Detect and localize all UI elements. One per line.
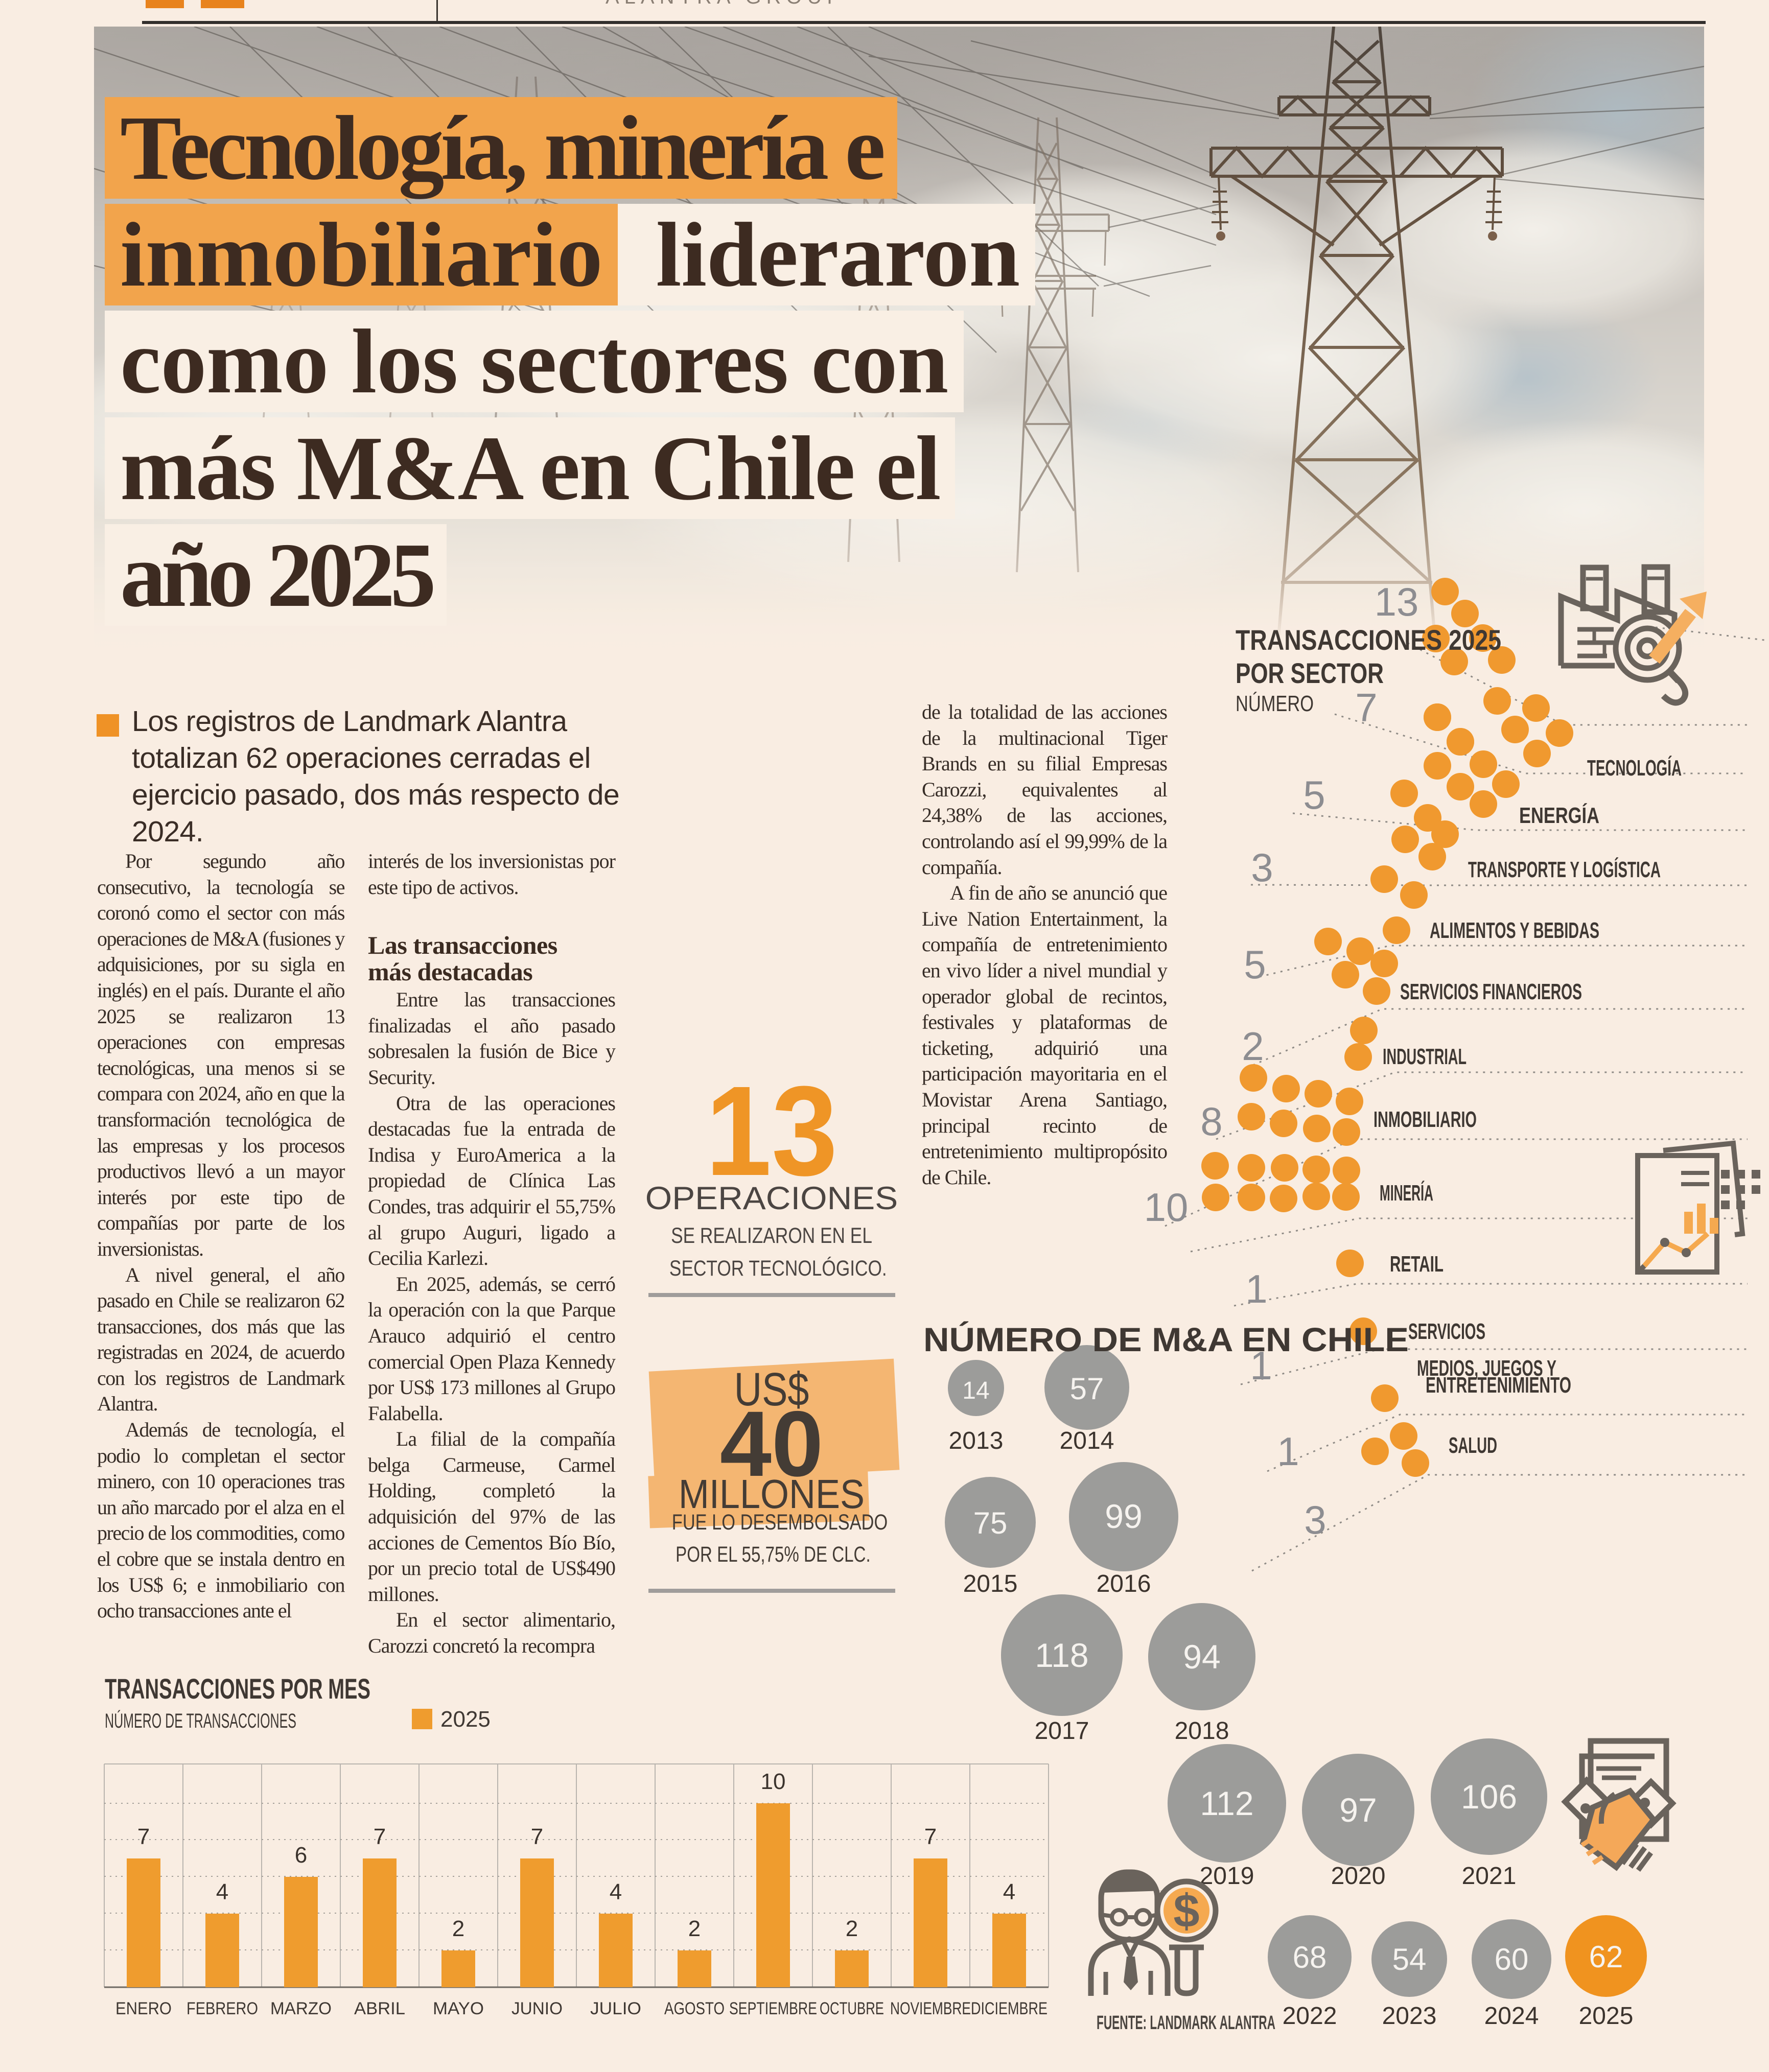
svg-text:4: 4 [1003,1879,1015,1904]
svg-text:2023: 2023 [1382,2003,1437,2030]
svg-text:TRANSACCIONES POR MES: TRANSACCIONES POR MES [105,1673,370,1705]
svg-text:SERVICIOS: SERVICIOS [1408,1319,1485,1344]
svg-text:MINERÍA: MINERÍA [1380,1180,1433,1206]
svg-text:MAYO: MAYO [433,1999,484,2018]
svg-text:FEBRERO: FEBRERO [187,1999,258,2018]
svg-text:14: 14 [962,1377,989,1404]
svg-text:2: 2 [452,1916,464,1941]
svg-text:1: 1 [1245,1266,1267,1311]
svg-text:13: 13 [1375,579,1419,624]
svg-text:7: 7 [924,1824,937,1849]
svg-text:118: 118 [1035,1636,1088,1674]
svg-text:ENERGÍA: ENERGÍA [1519,803,1599,828]
svg-text:2024: 2024 [1484,2003,1539,2030]
svg-text:106: 106 [1461,1778,1517,1816]
svg-text:97: 97 [1339,1791,1377,1829]
svg-text:INMOBILIARIO: INMOBILIARIO [1374,1107,1477,1132]
svg-text:NOVIEMBRE: NOVIEMBRE [890,1999,971,2018]
svg-text:DICIEMBRE: DICIEMBRE [971,1999,1048,2018]
svg-text:2015: 2015 [963,1570,1018,1597]
svg-text:MEDIOS, JUEGOS Y: MEDIOS, JUEGOS Y [1417,1356,1556,1381]
svg-text:POR SECTOR: POR SECTOR [1236,657,1384,689]
svg-text:57: 57 [1070,1372,1104,1406]
svg-text:7: 7 [374,1824,386,1849]
svg-text:JULIO: JULIO [590,1999,641,2018]
svg-text:8: 8 [1200,1099,1222,1144]
svg-text:68: 68 [1293,1940,1327,1974]
svg-text:5: 5 [1303,772,1325,817]
svg-text:6: 6 [295,1843,307,1868]
svg-text:TECNOLOGÍA: TECNOLOGÍA [1587,755,1682,781]
svg-text:2013: 2013 [949,1427,1004,1454]
svg-text:5: 5 [1244,942,1266,987]
svg-text:7: 7 [1355,685,1377,730]
svg-text:1: 1 [1277,1429,1299,1474]
svg-text:54: 54 [1392,1942,1427,1976]
svg-text:2016: 2016 [1097,1570,1151,1597]
svg-text:OCTUBRE: OCTUBRE [820,1999,884,2018]
svg-text:10: 10 [761,1769,786,1794]
svg-text:2: 2 [1242,1024,1264,1069]
svg-text:75: 75 [973,1506,1008,1540]
svg-text:2: 2 [688,1916,701,1941]
svg-text:NÚMERO DE TRANSACCIONES: NÚMERO DE TRANSACCIONES [105,1709,296,1732]
svg-text:2014: 2014 [1060,1427,1114,1454]
svg-text:10: 10 [1144,1185,1189,1230]
svg-text:2020: 2020 [1331,1863,1386,1890]
svg-text:TRANSACCIONES 2025: TRANSACCIONES 2025 [1236,624,1501,656]
svg-text:ABRIL: ABRIL [354,1999,405,2018]
svg-text:ALIMENTOS Y BEBIDAS: ALIMENTOS Y BEBIDAS [1430,918,1599,943]
svg-text:2: 2 [846,1916,858,1941]
svg-text:TRANSPORTE Y LOGÍSTICA: TRANSPORTE Y LOGÍSTICA [1468,857,1661,882]
svg-text:7: 7 [137,1824,150,1849]
svg-text:SEPTIEMBRE: SEPTIEMBRE [729,1999,817,2018]
svg-text:4: 4 [610,1879,622,1904]
svg-text:2022: 2022 [1283,2003,1337,2030]
svg-text:ENTRETENIMIENTO: ENTRETENIMIENTO [1426,1373,1571,1398]
svg-text:RETAIL: RETAIL [1390,1252,1444,1277]
svg-text:99: 99 [1105,1497,1142,1535]
svg-text:112: 112 [1200,1784,1253,1822]
svg-text:7: 7 [531,1824,543,1849]
svg-text:SERVICIOS FINANCIEROS: SERVICIOS FINANCIEROS [1400,979,1582,1004]
svg-text:4: 4 [216,1879,228,1904]
svg-text:3: 3 [1251,845,1273,890]
svg-text:2025: 2025 [440,1707,491,1732]
svg-text:2018: 2018 [1175,1717,1229,1745]
svg-text:2021: 2021 [1462,1863,1517,1890]
svg-text:3: 3 [1304,1497,1326,1542]
svg-text:ENERO: ENERO [115,1999,172,2018]
svg-text:60: 60 [1495,1942,1529,1976]
svg-text:MARZO: MARZO [270,1999,332,2018]
svg-text:SALUD: SALUD [1449,1433,1497,1458]
svg-text:NÚMERO: NÚMERO [1236,691,1314,716]
svg-text:INDUSTRIAL: INDUSTRIAL [1383,1044,1467,1069]
svg-text:94: 94 [1183,1638,1220,1676]
svg-text:1: 1 [1250,1343,1272,1388]
svg-text:AGOSTO: AGOSTO [664,1999,725,2018]
svg-text:2025: 2025 [1579,2003,1634,2030]
svg-text:FUENTE: LANDMARK ALANTRA: FUENTE: LANDMARK ALANTRA [1097,2012,1275,2034]
svg-text:2017: 2017 [1035,1717,1089,1745]
svg-text:2019: 2019 [1200,1863,1254,1890]
svg-text:$: $ [1173,1885,1199,1937]
svg-text:62: 62 [1589,1940,1623,1974]
svg-text:NÚMERO DE M&A EN CHILE: NÚMERO DE M&A EN CHILE [923,1321,1409,1358]
svg-text:JUNIO: JUNIO [511,1999,563,2018]
